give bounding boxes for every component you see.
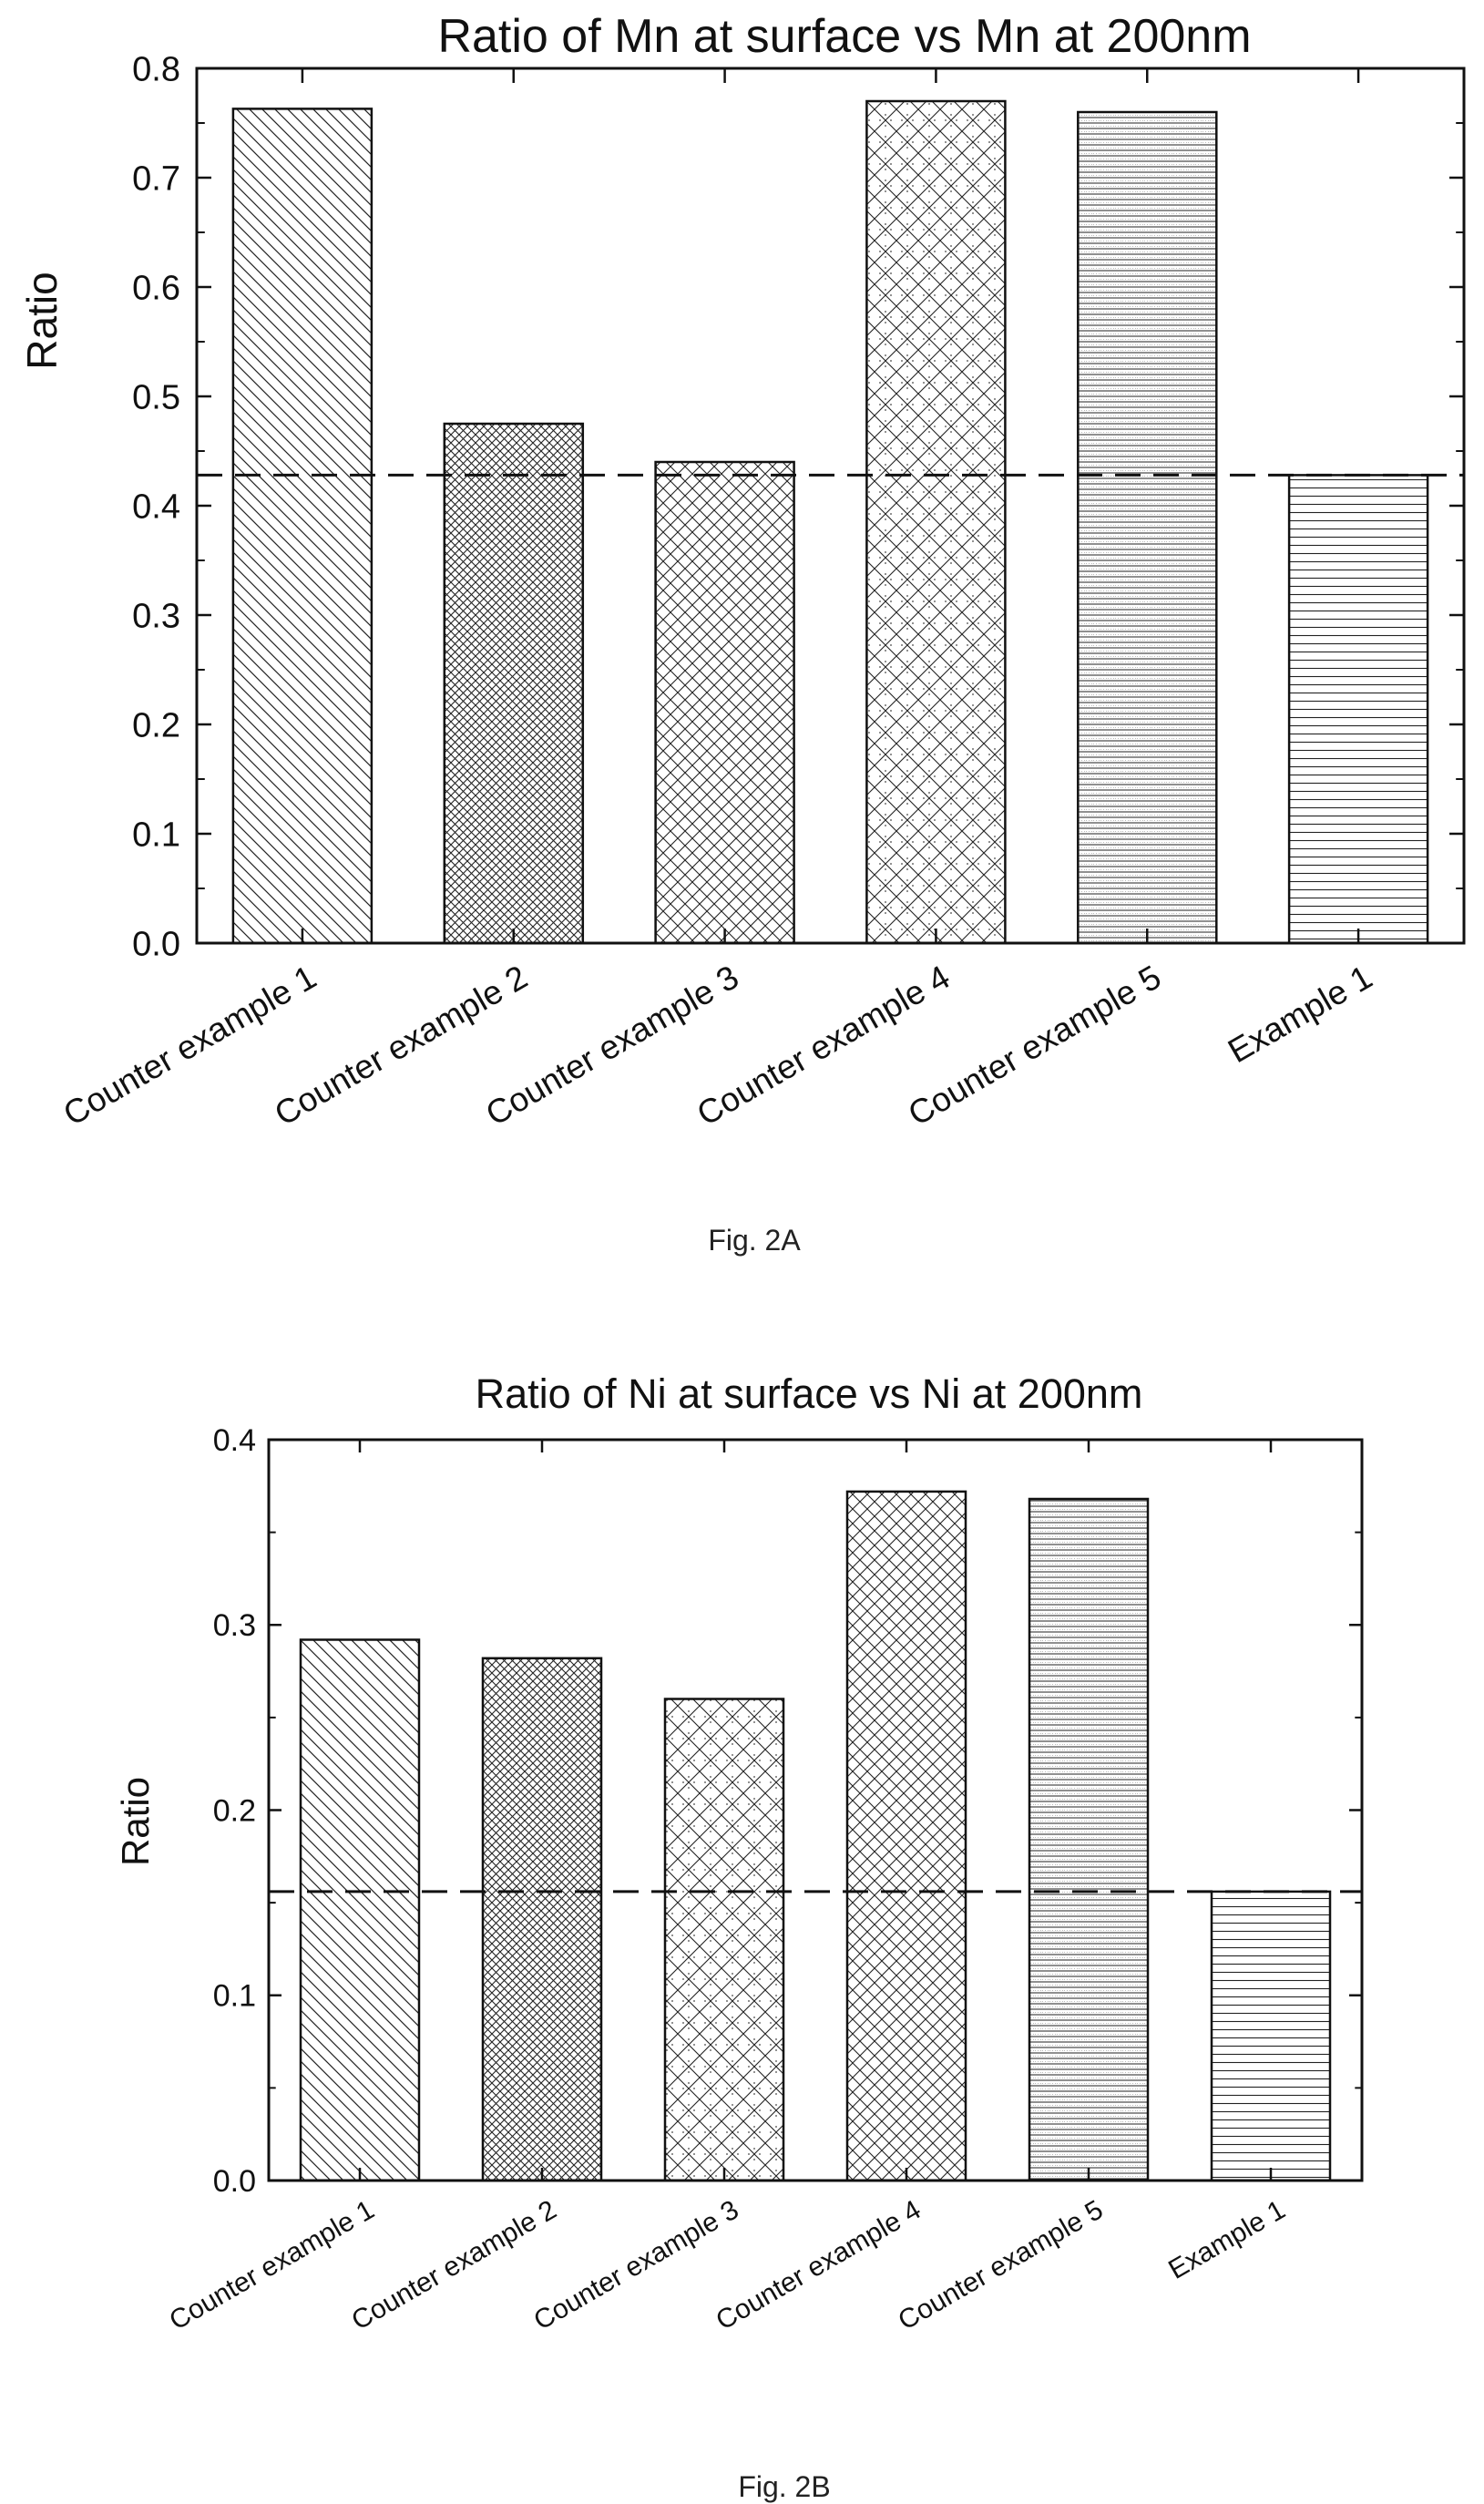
bar-6 <box>1210 1890 1332 2182</box>
bar-4 <box>845 1490 967 2182</box>
chart-title: Ratio of Ni at surface vs Ni at 200nm <box>476 1370 1143 1417</box>
y-tick-label: 0.2 <box>132 706 180 744</box>
y-axis-title: Ratio <box>18 272 66 369</box>
figure-caption: Fig. 2B <box>738 2470 830 2503</box>
y-tick-label: 0.8 <box>132 50 180 88</box>
x-category-label: Counter example 1 <box>164 2194 379 2335</box>
y-tick-label: 0.3 <box>132 597 180 635</box>
y-tick-labels: 0.0 0.1 0.2 0.3 0.4 <box>213 1423 256 2199</box>
y-tick-label: 0.4 <box>213 1423 256 1458</box>
bars-group <box>299 1490 1332 2182</box>
bar-5 <box>1028 1497 1150 2182</box>
chart-ni-ratio: Ratio of Ni at surface vs Ni at 200nm Ra… <box>114 1370 1364 2503</box>
y-tick-label: 0.0 <box>132 925 180 963</box>
x-category-label: Example 1 <box>1163 2194 1290 2284</box>
x-category-label: Counter example 3 <box>528 2194 743 2335</box>
bar-4 <box>865 99 1007 945</box>
axis-ticks-group <box>269 1438 1362 2182</box>
chart-title: Ratio of Mn at surface vs Mn at 200nm <box>437 10 1251 63</box>
y-tick-label: 0.1 <box>132 816 180 854</box>
y-tick-label: 0.2 <box>213 1793 256 1828</box>
y-tick-label: 0.5 <box>132 378 180 416</box>
y-tick-label: 0.0 <box>213 2164 256 2199</box>
bar-2 <box>443 422 585 945</box>
axis-ticks-group <box>197 67 1464 945</box>
y-tick-label: 0.6 <box>132 269 180 307</box>
x-category-label: Counter example 4 <box>711 2194 926 2335</box>
bar-5 <box>1077 110 1218 945</box>
x-category-label: Example 1 <box>1222 958 1378 1070</box>
x-category-label: Counter example 5 <box>893 2194 1108 2335</box>
y-tick-label: 0.4 <box>132 487 180 526</box>
bar-1 <box>231 108 374 945</box>
y-tick-label: 0.1 <box>213 1979 256 2014</box>
chart-mn-ratio: Ratio of Mn at surface vs Mn at 200nm Ra… <box>18 10 1466 1257</box>
y-tick-labels: 0.0 0.1 0.2 0.3 0.4 0.5 0.6 0.7 0.8 <box>132 50 180 963</box>
y-tick-label: 0.7 <box>132 159 180 198</box>
y-tick-label: 0.3 <box>213 1608 256 1643</box>
plot-frame <box>195 67 1466 945</box>
bar-2 <box>481 1657 603 2182</box>
bar-3 <box>654 460 795 945</box>
bar-1 <box>299 1638 421 2182</box>
bar-6 <box>1287 474 1429 945</box>
y-axis-title: Ratio <box>114 1777 157 1866</box>
plot-frame <box>267 1438 1364 2182</box>
bar-3 <box>663 1698 785 2182</box>
x-category-label: Counter example 2 <box>346 2194 561 2335</box>
figure-caption: Fig. 2A <box>708 1224 801 1257</box>
bars-group <box>231 99 1429 945</box>
